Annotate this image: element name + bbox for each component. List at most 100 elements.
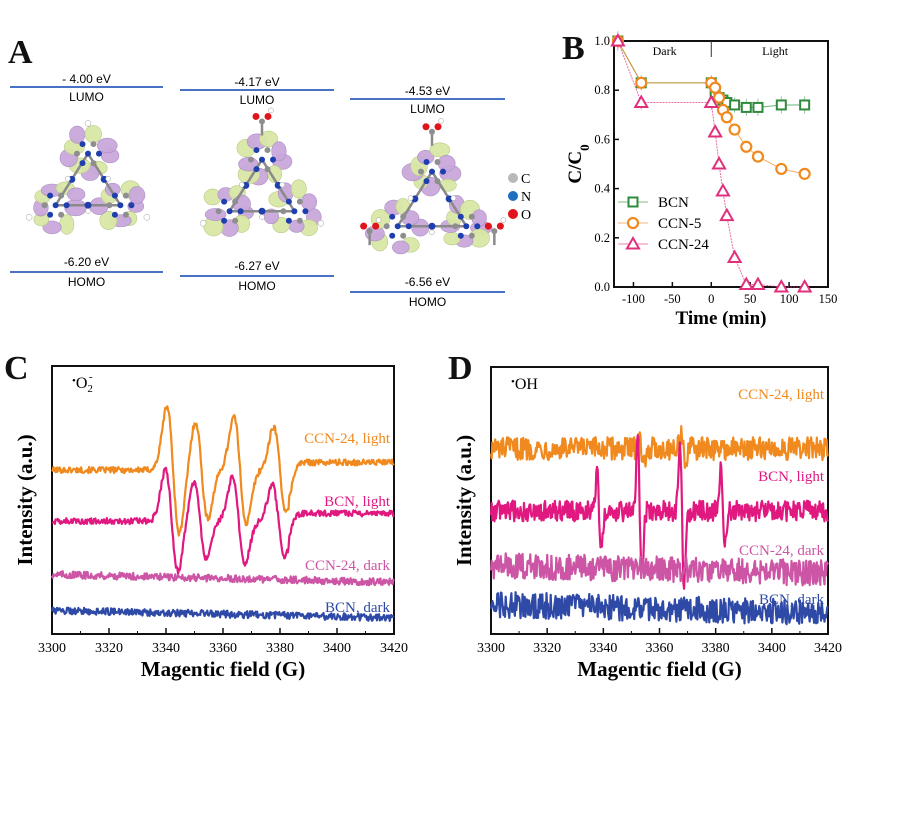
trace-label: CCN-24, light	[304, 431, 391, 447]
x-tick-label: 3320	[533, 641, 561, 656]
data-point	[740, 101, 752, 113]
x-tick-label: 3340	[589, 641, 617, 656]
carbon-atom	[41, 202, 48, 209]
data-point	[751, 150, 765, 163]
data-point	[726, 249, 743, 263]
data-point	[798, 167, 811, 180]
data-point	[635, 76, 648, 89]
hydrogen-atom	[500, 217, 507, 223]
nitrogen-atom	[259, 156, 265, 163]
y-axis-title: Intensity (a.u.)	[13, 434, 37, 565]
nitrogen-atom	[429, 168, 435, 175]
epr-trace-ccn-24-dark	[489, 552, 829, 587]
y-tick-label: 0.4	[594, 182, 610, 196]
nitrogen-atom	[85, 150, 91, 157]
nitrogen-atom	[428, 222, 436, 230]
panel-label-c: C	[4, 350, 29, 387]
carbon-atom	[264, 147, 271, 154]
data-point	[707, 124, 723, 138]
hydrogen-atom	[317, 220, 325, 227]
nitrogen-atom	[221, 217, 228, 224]
legend-marker	[626, 216, 640, 230]
x-tick-label: -100	[622, 292, 645, 306]
nitrogen-atom	[270, 156, 276, 163]
carbon-atom	[122, 192, 129, 199]
nitrogen-atom	[117, 202, 124, 209]
trace-label: BCN, light	[324, 494, 391, 510]
radical-dot: •	[72, 375, 76, 387]
carbon-atom	[296, 198, 303, 205]
radical-superscript: -	[89, 371, 93, 383]
data-point	[715, 183, 731, 197]
nitrogen-atom	[237, 208, 244, 215]
carbon-atom	[106, 202, 113, 209]
x-tick-label: 3360	[646, 641, 674, 656]
y-axis-title: C/C0	[565, 144, 592, 183]
data-point	[703, 94, 719, 108]
x-axis-title: Magentic field (G)	[141, 657, 305, 681]
carbon-atom	[58, 192, 65, 199]
legend-label: BCN	[658, 195, 689, 211]
nitrogen-atom	[52, 202, 59, 209]
homo-energy-label: -6.27 eV	[234, 259, 279, 273]
orbital-lobe	[67, 187, 86, 202]
carbon-atom	[74, 150, 80, 157]
atom-legend-marker-c	[508, 173, 518, 183]
orbital-lobe	[42, 220, 62, 235]
molecule-orbital-render	[25, 120, 151, 235]
epr-trace-ccn-24-light	[51, 405, 395, 537]
data-point	[796, 278, 813, 293]
nitrogen-atom	[457, 213, 464, 220]
orbital-lobe	[271, 141, 287, 162]
nitrogen-atom	[63, 202, 70, 209]
structure-ccn-5: -4.17 eV LUMO -6.27 eV HOMO	[180, 75, 334, 293]
x-tick-label: 50	[744, 292, 757, 306]
x-tick-label: 3420	[814, 641, 842, 656]
structure-ccn-24: -4.53 eV LUMO -6.56 eV HOMO	[350, 84, 507, 309]
legend-marker	[627, 196, 639, 208]
chart-b: Dark Light -100 -50 0 50 100 150 0.0 0.2 0.4 0.6 0.8…	[565, 31, 837, 329]
panel-label-b: B	[562, 30, 585, 67]
chart-c: 3300 3320 3340 3360 3380 3400 3420 Magentic fie…	[13, 365, 408, 681]
x-tick-label: 3400	[758, 641, 786, 656]
nitrogen-atom	[457, 232, 464, 239]
carbon-atom	[215, 208, 222, 215]
y-axis-title-main: C/C	[565, 151, 586, 184]
y-tick-label: 0.2	[594, 231, 610, 245]
data-point	[750, 276, 766, 291]
orbital-lobe	[290, 179, 307, 199]
radical-dot: •	[511, 376, 515, 388]
hydrogen-atom	[268, 107, 274, 114]
nitrogen-atom	[389, 232, 396, 239]
carbon-atom	[418, 168, 424, 175]
carbon-atom	[452, 223, 459, 230]
data-point	[799, 99, 811, 111]
y-tick-label: 0.0	[594, 280, 610, 294]
hydrogen-atom	[450, 195, 457, 201]
carbon-atom	[468, 232, 475, 239]
nitrogen-atom	[79, 160, 86, 167]
hydrogen-atom	[65, 175, 71, 182]
data-point	[712, 91, 726, 104]
oxygen-atom	[422, 123, 430, 131]
atom-legend-label: O	[521, 208, 531, 223]
x-tick-label: 3400	[323, 641, 351, 656]
epr-trace-bcn-light	[51, 466, 395, 575]
lumo-energy-label: -4.17 eV	[234, 75, 279, 89]
nitrogen-atom	[258, 207, 266, 215]
trace-label: BCN, light	[758, 469, 825, 485]
atom-legend-marker-o	[508, 209, 518, 219]
nitrogen-atom	[253, 147, 260, 154]
carbon-atom	[400, 213, 407, 220]
oxygen-atom	[360, 222, 368, 230]
data-point	[633, 94, 649, 108]
oxygen-atom	[372, 222, 380, 230]
lumo-label: LUMO	[69, 90, 104, 104]
carbon-atom	[400, 232, 407, 239]
legend-label: CCN-24	[658, 237, 709, 253]
orbital-lobe	[429, 142, 451, 158]
y-axis-title-subscript: 0	[577, 144, 592, 151]
x-axis-title: Magentic field (G)	[577, 657, 741, 681]
